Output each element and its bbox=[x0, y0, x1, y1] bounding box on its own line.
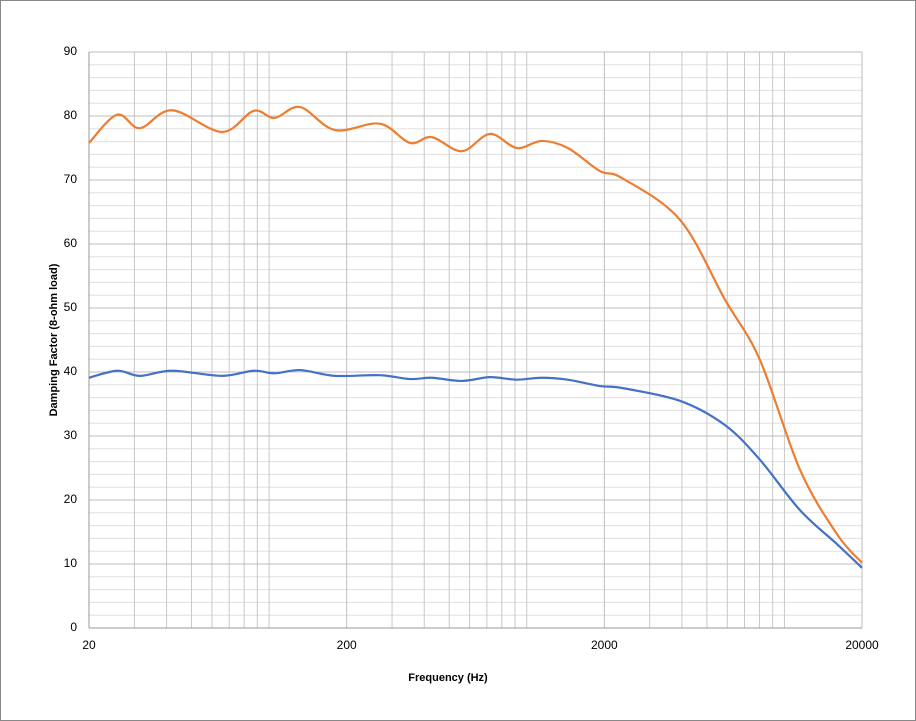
y-tick-label: 90 bbox=[64, 44, 78, 58]
y-tick-label: 40 bbox=[64, 364, 78, 378]
y-tick-label: 80 bbox=[64, 108, 78, 122]
x-tick-label: 2000 bbox=[591, 638, 618, 652]
series-line bbox=[88, 105, 863, 564]
y-tick-label: 0 bbox=[70, 620, 77, 634]
y-axis-label: Damping Factor (8-ohm load) bbox=[48, 263, 60, 416]
y-tick-label: 60 bbox=[64, 236, 78, 250]
y-tick-label: 20 bbox=[64, 492, 78, 506]
series-line bbox=[88, 368, 863, 569]
y-tick-label: 30 bbox=[64, 428, 78, 442]
x-axis-label: Frequency (Hz) bbox=[408, 672, 488, 684]
y-tick-label: 70 bbox=[64, 172, 78, 186]
y-tick-label: 10 bbox=[64, 556, 78, 570]
x-tick-label: 20000 bbox=[845, 638, 879, 652]
x-tick-label: 20 bbox=[82, 638, 96, 652]
y-tick-label: 50 bbox=[64, 300, 78, 314]
x-tick-label: 200 bbox=[337, 638, 357, 652]
